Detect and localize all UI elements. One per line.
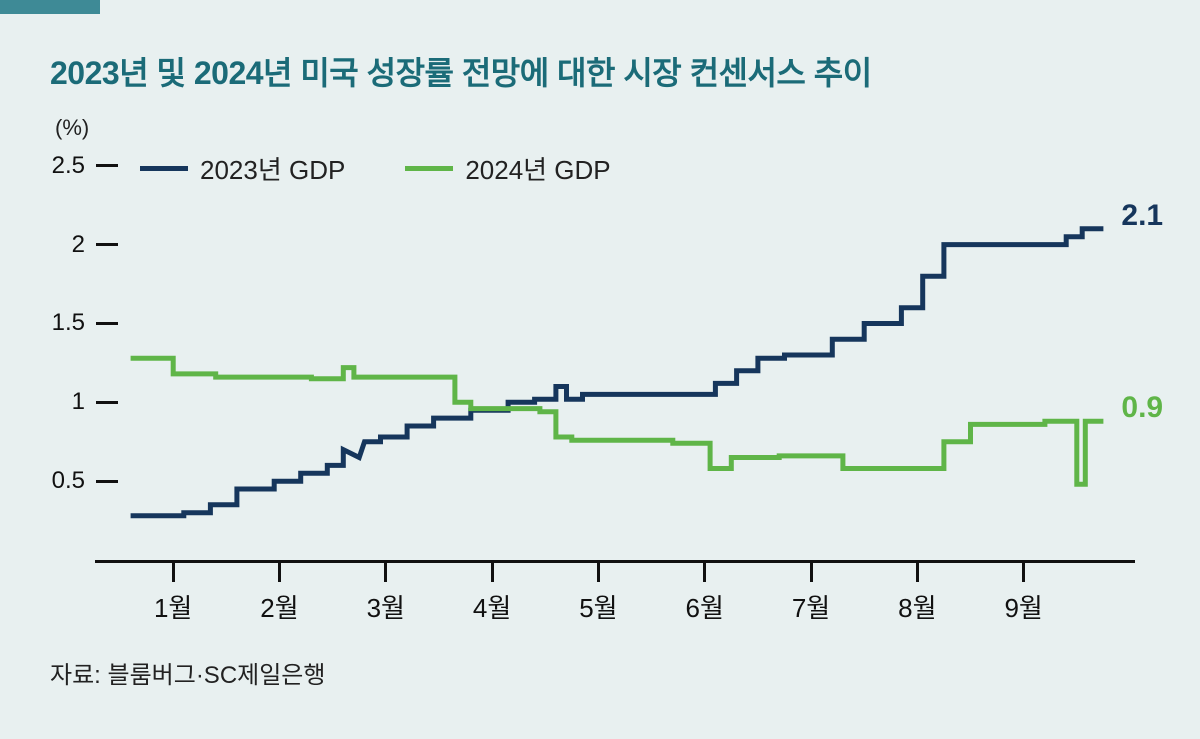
series-line (131, 229, 1104, 516)
series-end-label: 2.1 (1121, 199, 1163, 233)
source-label: 자료: 블룸버그·SC제일은행 (50, 655, 325, 690)
plot-svg (0, 0, 1200, 739)
series-line (131, 358, 1104, 484)
series-end-label: 0.9 (1121, 391, 1163, 425)
